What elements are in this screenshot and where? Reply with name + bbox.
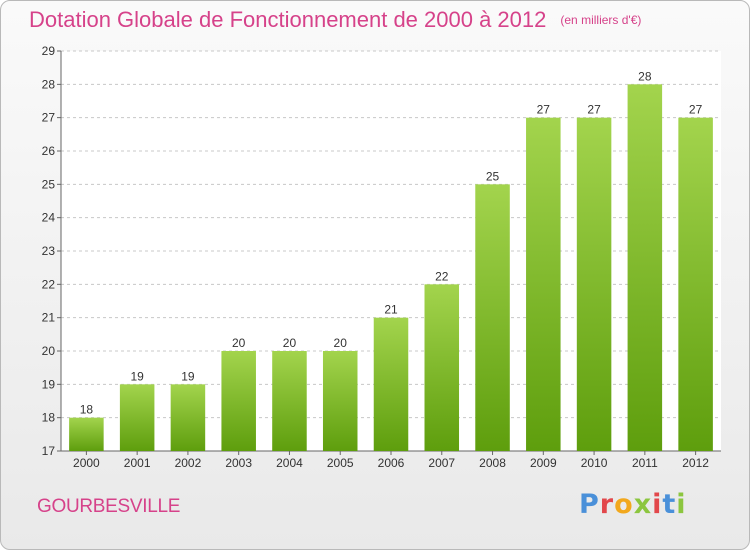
x-tick-label: 2004 [276,456,303,470]
bar-2001 [119,384,155,451]
x-tick-label: 2002 [175,456,202,470]
chart-subtitle: (en milliers d'€) [560,13,642,27]
bar-2006 [373,317,409,451]
x-tick-label: 2009 [530,456,557,470]
chart-title-text: Dotation Globale de Fonctionnement de 20… [29,7,547,32]
x-tick-label: 2006 [378,456,405,470]
bar-2005 [322,351,358,451]
y-tick-label: 18 [42,411,56,425]
bar-2004 [272,351,307,451]
chart-title: Dotation Globale de Fonctionnement de 20… [29,7,641,33]
bar-value-label: 27 [689,103,703,117]
proxiti-logo: Proxiti [579,489,687,520]
bar-value-label: 27 [587,103,601,117]
y-tick-label: 22 [42,277,56,291]
y-tick-label: 26 [42,144,56,158]
bar-value-label: 20 [334,336,348,350]
bar-value-label: 21 [384,303,398,317]
bar-2002 [170,384,206,451]
bar-2009 [526,117,561,452]
y-tick-label: 23 [42,244,56,258]
y-tick-label: 29 [42,44,56,58]
y-tick-label: 27 [42,111,56,125]
bar-value-label: 22 [435,269,449,283]
x-tick-label: 2012 [682,456,709,470]
x-tick-label: 2000 [73,456,100,470]
x-tick-label: 2007 [428,456,455,470]
bar-value-label: 28 [638,69,652,83]
commune-name: GOURBESVILLE [37,496,181,517]
y-tick-label: 17 [42,444,56,458]
bar-value-label: 20 [283,336,297,350]
bar-2010 [576,117,612,452]
bar-value-label: 19 [181,369,195,383]
x-tick-label: 2001 [124,456,151,470]
y-tick-label: 24 [42,211,56,225]
bar-2012 [678,117,713,452]
x-tick-label: 2010 [581,456,608,470]
bar-2011 [627,84,663,451]
x-tick-label: 2008 [479,456,506,470]
bar-value-label: 27 [537,103,551,117]
bar-2000 [69,417,104,451]
x-tick-label: 2003 [225,456,252,470]
bar-2007 [424,284,460,451]
bar-value-label: 25 [486,169,500,183]
x-tick-label: 2011 [632,456,658,470]
bar-value-label: 20 [232,336,246,350]
bar-2008 [475,184,510,452]
bar-2003 [221,351,256,451]
bar-value-label: 19 [130,369,144,383]
x-tick-label: 2005 [327,456,354,470]
y-tick-label: 28 [42,77,56,91]
bar-value-label: 18 [80,403,94,417]
y-tick-label: 25 [42,177,56,191]
y-tick-label: 21 [42,311,56,325]
y-tick-label: 20 [42,344,56,358]
y-tick-label: 19 [42,377,56,391]
